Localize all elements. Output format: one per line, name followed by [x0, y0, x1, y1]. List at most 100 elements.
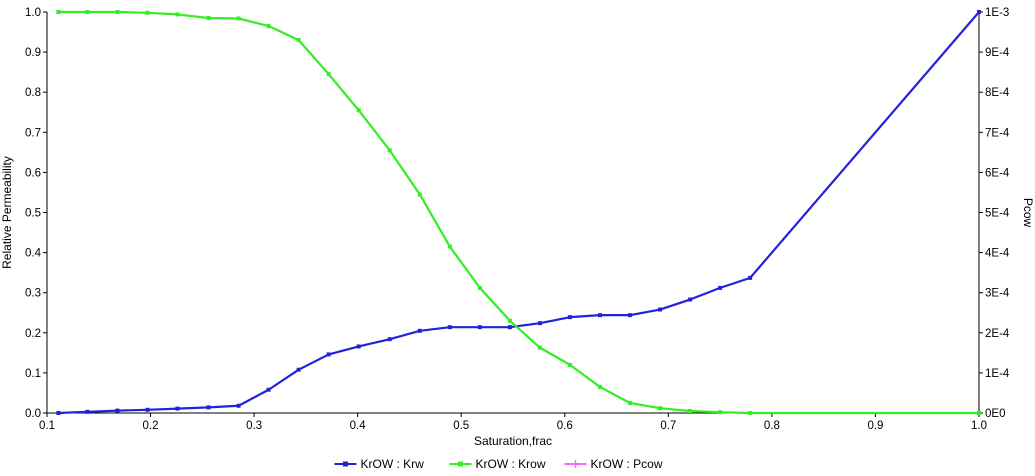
y2-tick-label: 4E-4: [985, 248, 1010, 260]
y2-tick-label: 6E-4: [985, 167, 1010, 179]
y-tick-label: 0.5: [25, 208, 41, 220]
y2-tick-label: 7E-4: [985, 127, 1010, 139]
y-tick-label: 1.0: [25, 7, 41, 19]
y-axis-title: Relative Permeability: [0, 156, 14, 269]
series-line: [58, 10, 979, 415]
y2-tick-label: 1E-3: [985, 7, 1009, 19]
y-tick-label: 0.3: [25, 288, 41, 300]
y-tick-label: 0.0: [25, 408, 41, 420]
y-tick-label: 0.4: [25, 248, 42, 260]
data-point: [567, 315, 572, 320]
x-tick-label: 0.3: [246, 420, 262, 432]
data-point: [296, 38, 301, 43]
x-tick-label: 0.1: [39, 420, 55, 432]
y-tick-label: 0.8: [25, 87, 41, 99]
y2-tick-label: 9E-4: [985, 47, 1010, 59]
y-axis-ticks: 0.0 0.1 0.2 0.3 0.4 0.5 0.6 0.7 0.8 0.9 1.0: [25, 7, 47, 420]
x-tick-label: 1.0: [971, 420, 987, 432]
data-point: [537, 321, 542, 326]
data-point: [507, 318, 512, 323]
y2-axis-title: Pcow: [1021, 198, 1035, 228]
data-point: [417, 192, 422, 197]
y-tick-label: 0.7: [25, 127, 41, 139]
y2-axis-ticks: 0E0 1E-4 2E-4 3E-4 4E-4 5E-4 6E-4 7E-4 8E-4 9E-4 1…: [979, 7, 1010, 420]
data-point: [56, 10, 61, 14]
data-point: [718, 410, 723, 415]
y2-tick-label: 5E-4: [985, 208, 1010, 220]
plot-frame: [46, 12, 980, 414]
data-point: [417, 328, 422, 333]
data-point: [447, 244, 452, 249]
x-tick-label: 0.4: [350, 420, 367, 432]
x-tick-label: 0.6: [557, 420, 573, 432]
data-point: [115, 408, 120, 413]
y-tick-label: 0.6: [25, 167, 41, 179]
data-point: [145, 10, 150, 15]
data-point: [326, 72, 331, 77]
data-point: [597, 384, 602, 389]
series-1: [56, 10, 981, 415]
data-point: [85, 409, 90, 414]
y-tick-label: 0.2: [25, 328, 41, 340]
legend-marker: [343, 461, 348, 467]
series-layer: [56, 10, 981, 415]
data-point: [236, 16, 241, 21]
legend-item[interactable]: KrOW : Pcow: [564, 457, 663, 471]
x-tick-label: 0.2: [143, 420, 159, 432]
data-point: [206, 405, 211, 410]
legend-marker: [458, 461, 463, 467]
data-point: [356, 108, 361, 113]
data-point: [266, 24, 271, 29]
data-point: [507, 325, 512, 330]
data-point: [266, 387, 271, 392]
data-point: [447, 325, 452, 330]
data-point: [56, 411, 61, 415]
legend-item[interactable]: KrOW : Krow: [449, 457, 546, 471]
data-point: [85, 10, 90, 14]
y2-tick-label: 0E0: [985, 408, 1005, 420]
data-point: [537, 345, 542, 350]
series-line: [58, 11, 980, 415]
x-tick-label: 0.5: [453, 420, 469, 432]
x-tick-label: 0.7: [660, 420, 676, 432]
data-point: [145, 407, 150, 412]
data-point: [658, 406, 663, 411]
legend-item[interactable]: KrOW : Krw: [334, 457, 425, 471]
y2-tick-label: 8E-4: [985, 87, 1010, 99]
y2-tick-label: 3E-4: [985, 288, 1010, 300]
data-point: [175, 406, 180, 411]
x-axis-title: Saturation,frac: [474, 434, 552, 448]
series-0: [56, 10, 981, 415]
data-point: [175, 12, 180, 17]
data-point: [326, 352, 331, 357]
data-point: [567, 362, 572, 367]
y2-tick-label: 1E-4: [985, 368, 1010, 380]
data-point: [628, 400, 633, 405]
legend-label: KrOW : Krw: [361, 457, 425, 471]
data-point: [748, 275, 753, 280]
legend: KrOW : Krw KrOW : Krow KrOW : Pcow: [334, 457, 663, 471]
data-point: [387, 337, 392, 342]
data-point: [718, 285, 723, 290]
data-point: [658, 307, 663, 312]
legend-label: KrOW : Krow: [476, 457, 546, 471]
data-point: [977, 10, 981, 14]
x-axis-ticks: 0.1 0.2 0.3 0.4 0.5 0.6 0.7 0.8 0.9 1.0: [39, 413, 987, 432]
y2-tick-label: 2E-4: [985, 328, 1010, 340]
data-point: [628, 313, 633, 318]
data-point: [688, 297, 693, 302]
data-point: [477, 325, 482, 330]
data-point: [977, 411, 981, 415]
y-tick-label: 0.9: [25, 47, 41, 59]
data-point: [236, 403, 241, 408]
x-tick-label: 0.8: [764, 420, 780, 432]
data-point: [477, 285, 482, 290]
data-point: [356, 344, 361, 349]
data-point: [748, 411, 753, 415]
data-point: [597, 313, 602, 318]
data-point: [206, 16, 211, 21]
data-point: [387, 148, 392, 153]
y-tick-label: 0.1: [25, 368, 41, 380]
data-point: [688, 408, 693, 413]
